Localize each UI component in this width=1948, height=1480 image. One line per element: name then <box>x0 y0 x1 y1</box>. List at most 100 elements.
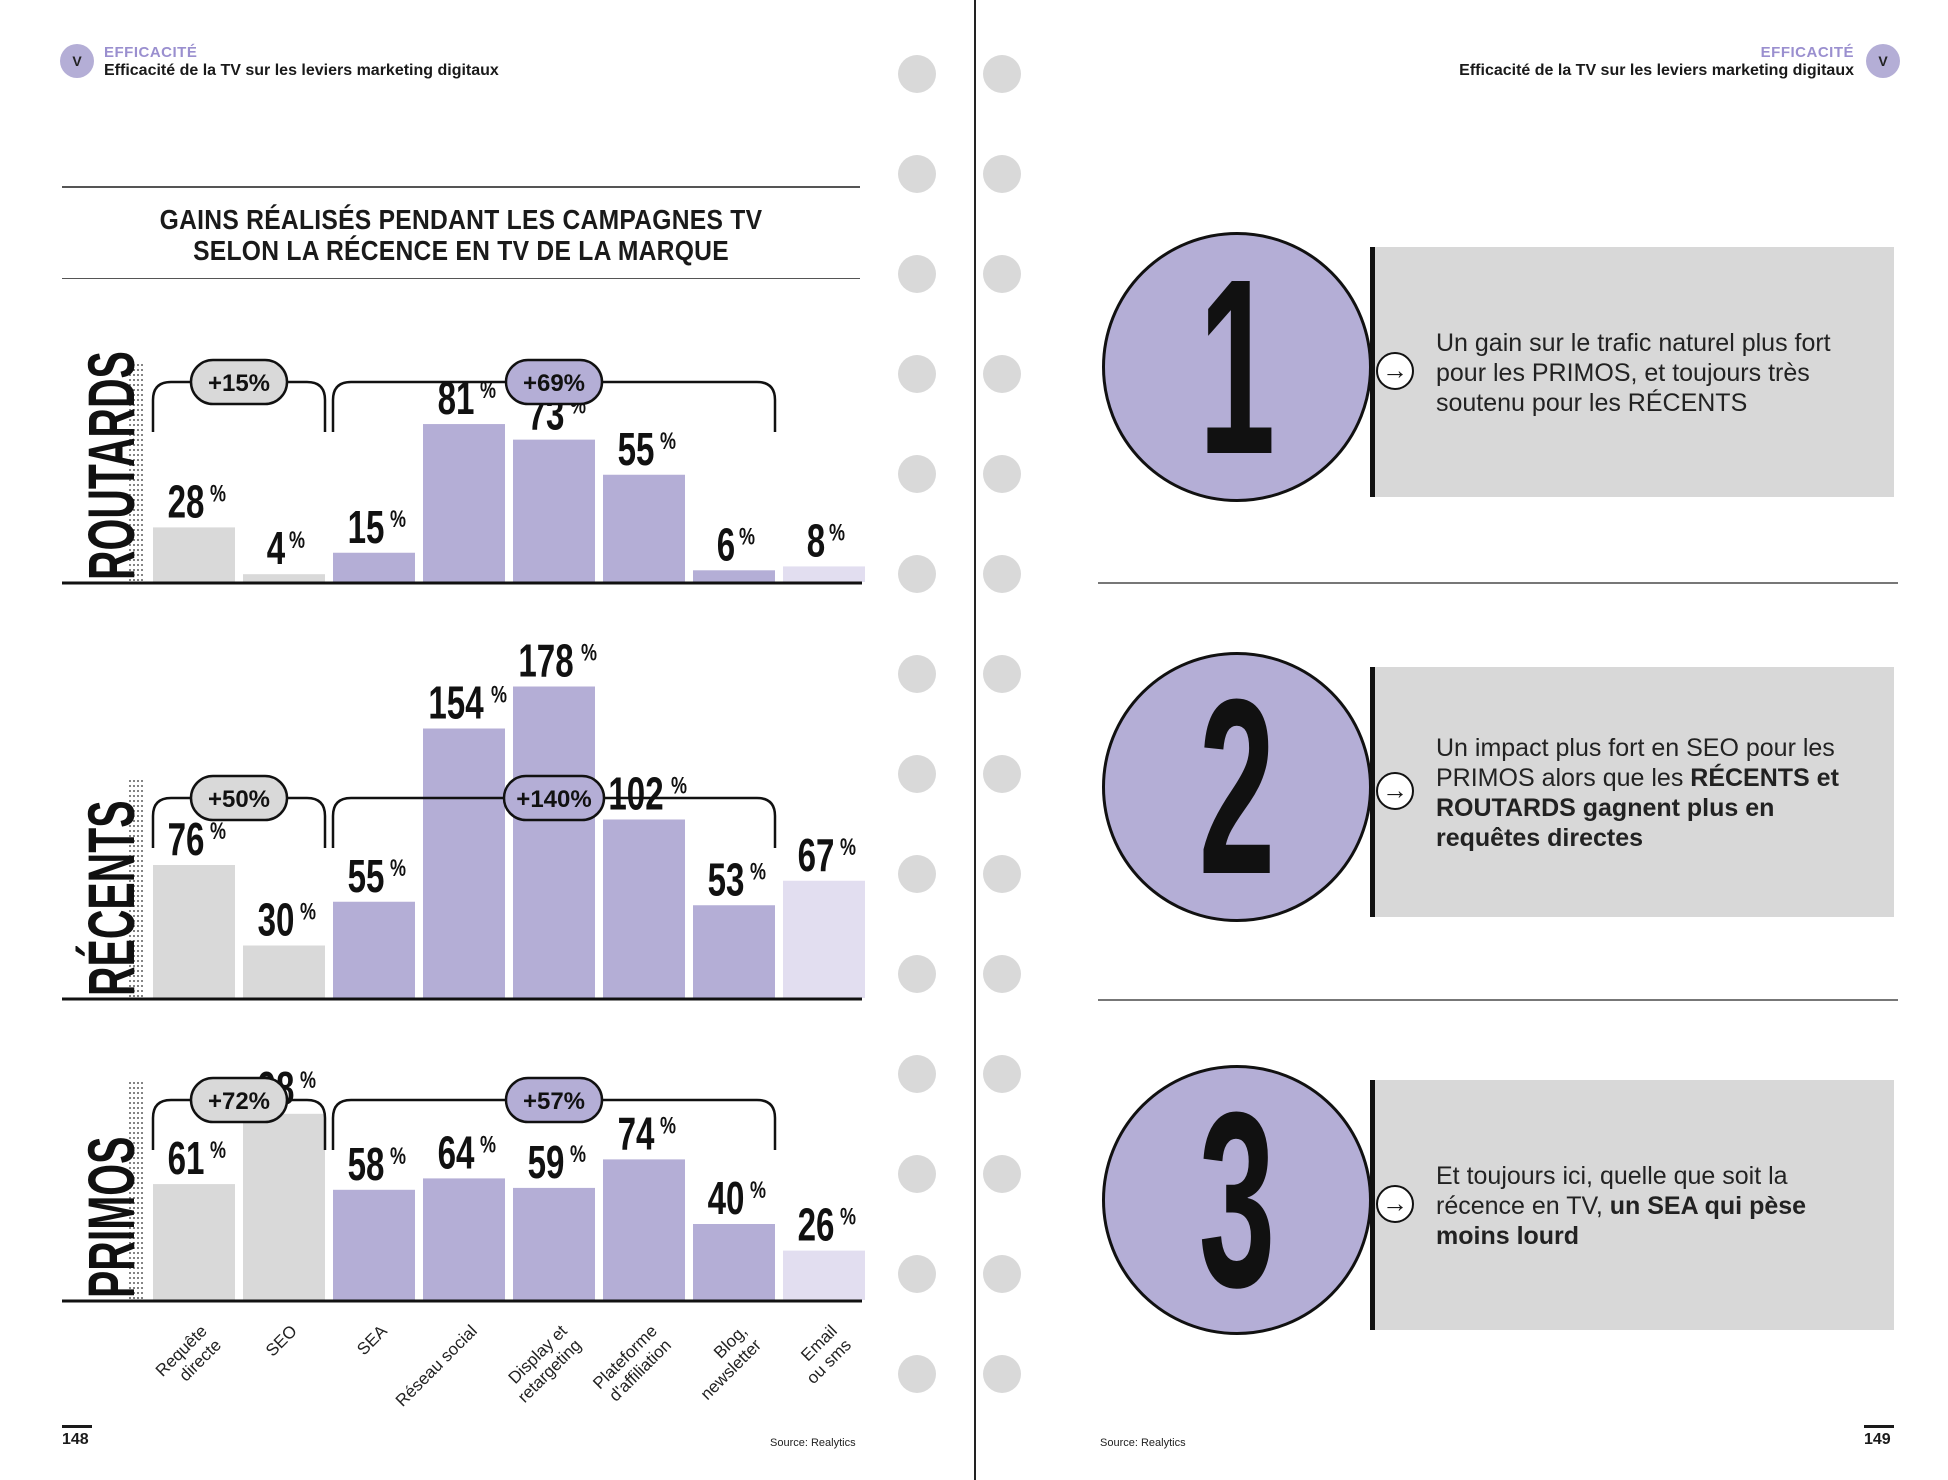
point-2-text: Un impact plus fort en SEO pour les PRIM… <box>1436 734 1839 852</box>
value-unit: % <box>210 1138 226 1164</box>
binder-ring-left <box>898 455 936 493</box>
row-label-1: ROUTARDS <box>74 351 149 580</box>
value-label: 61 <box>168 1134 205 1184</box>
gain-label: +72% <box>208 1088 270 1115</box>
gain-label: +50% <box>208 786 270 813</box>
value-label: 58 <box>348 1140 385 1190</box>
category-label: Display etretargeting <box>500 1321 585 1406</box>
binder-ring-left <box>898 255 936 293</box>
bar-chart: ROUTARDS 28 %4% 15 %81% 73 %55 %6% 8 %+15% +69%RÉC… <box>62 351 865 1410</box>
value-label: 15 <box>348 503 385 553</box>
value-unit: % <box>300 1067 316 1093</box>
bar <box>333 901 415 998</box>
section-badge-right: V <box>1866 44 1900 78</box>
section-badge: V <box>60 44 94 78</box>
category-label: Blog,newsletter <box>683 1321 766 1404</box>
point-separator <box>1098 582 1898 584</box>
value-unit: % <box>660 1113 676 1139</box>
binder-ring-left <box>898 155 936 193</box>
category-label-line: SEA <box>353 1321 391 1359</box>
binder-ring-left <box>898 355 936 393</box>
value-unit: % <box>491 682 507 708</box>
value-label: 30 <box>258 895 295 945</box>
value-label: 67 <box>798 831 835 881</box>
binder-ring-left <box>898 1155 936 1193</box>
bar <box>153 527 235 582</box>
point-1-divider <box>1370 247 1375 497</box>
bar <box>783 1250 865 1300</box>
row-label-2: RÉCENTS <box>74 800 149 996</box>
page-number-rule <box>62 1425 92 1428</box>
binder-ring-right <box>983 155 1021 193</box>
value-unit: % <box>750 859 766 885</box>
bar <box>243 574 325 582</box>
gain-pill <box>189 1076 289 1124</box>
value-label: 64 <box>438 1128 475 1178</box>
value-label: 55 <box>348 852 385 902</box>
point-3-circle <box>1102 1065 1372 1335</box>
binder-ring-left <box>898 1255 936 1293</box>
gain-pill <box>504 358 604 406</box>
point-3-divider <box>1370 1080 1375 1330</box>
gain-pill <box>502 774 606 822</box>
gain-pill <box>189 358 289 406</box>
chart-title-line2: SELON LA RÉCENCE EN TV DE LA MARQUE <box>193 235 729 266</box>
value-unit: % <box>739 524 755 550</box>
value-label: 26 <box>798 1200 835 1250</box>
bar <box>243 945 325 998</box>
arrow-right-icon: → <box>1376 352 1414 390</box>
binder-ring-right <box>983 1055 1021 1093</box>
binder-ring-left <box>898 1355 936 1393</box>
category-label: SEA <box>353 1321 391 1359</box>
binder-ring-left <box>898 1055 936 1093</box>
bar <box>333 1189 415 1300</box>
bar <box>423 728 505 998</box>
binder-ring-right <box>983 55 1021 93</box>
bar <box>153 1184 235 1300</box>
bar <box>603 474 685 582</box>
point-2-number: 2 <box>1198 647 1276 926</box>
point-3-text: Et toujours ici, quelle que soit la réce… <box>1436 1162 1807 1250</box>
value-unit: % <box>300 899 316 925</box>
section-label-right: EFFICACITÉ <box>1760 44 1854 61</box>
category-label: SEO <box>262 1321 301 1360</box>
page-number-rule-right <box>1864 1425 1894 1428</box>
point-1-number: 1 <box>1198 227 1276 506</box>
chart-title-line1: GAINS RÉALISÉS PENDANT LES CAMPAGNES TV <box>159 204 763 235</box>
value-label: 74 <box>618 1109 655 1159</box>
gain-pill <box>504 1076 604 1124</box>
bar <box>603 819 685 998</box>
binder-ring-right <box>983 555 1021 593</box>
value-label: 59 <box>528 1138 565 1188</box>
binder-ring-left <box>898 555 936 593</box>
category-label-line: Réseau social <box>392 1321 481 1410</box>
value-label: 178 <box>518 636 573 686</box>
binder-ring-right <box>983 355 1021 393</box>
value-unit: % <box>671 773 687 799</box>
row-label-3: PRIMOS <box>74 1137 149 1298</box>
value-unit: % <box>840 1204 856 1230</box>
value-unit: % <box>390 506 406 532</box>
value-unit: % <box>390 855 406 881</box>
value-label: 55 <box>618 425 655 475</box>
value-unit: % <box>840 834 856 860</box>
bar <box>783 566 865 582</box>
category-label: Requêtedirecte <box>152 1321 225 1394</box>
title-rule-bottom <box>62 278 860 279</box>
bar <box>693 570 775 582</box>
value-label: 40 <box>708 1174 745 1224</box>
category-label: Réseau social <box>392 1321 481 1410</box>
point-2-divider <box>1370 667 1375 917</box>
value-unit: % <box>210 819 226 845</box>
binder-ring-right <box>983 955 1021 993</box>
value-unit: % <box>480 378 496 404</box>
bar <box>243 1113 325 1300</box>
category-label-line: SEO <box>262 1321 301 1360</box>
gain-label: +15% <box>208 370 270 397</box>
binder-ring-right <box>983 1155 1021 1193</box>
gain-pill <box>189 774 289 822</box>
page-number-right: 149 <box>1864 1431 1891 1448</box>
source-note: Source: Realytics <box>770 1437 856 1449</box>
section-subtitle-right: Efficacité de la TV sur les leviers mark… <box>1459 62 1854 79</box>
gain-label: +69% <box>523 370 585 397</box>
